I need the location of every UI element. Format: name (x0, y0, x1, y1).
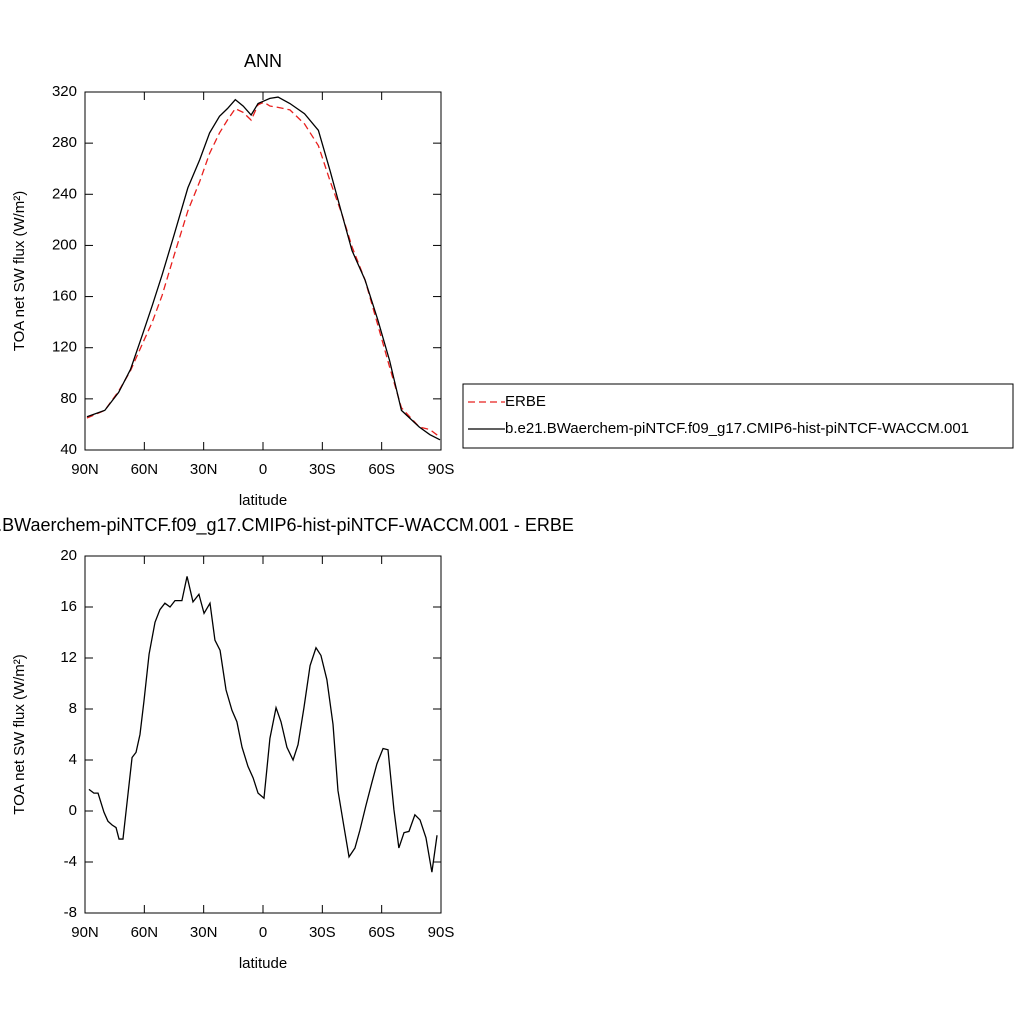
data-line (86, 101, 441, 438)
y-tick-label: 12 (60, 649, 77, 666)
chart-title: b.e21.BWaerchem-piNTCF.f09_g17.CMIP6-his… (0, 515, 574, 536)
x-tick-label: 0 (259, 461, 267, 478)
x-tick-label: 30N (190, 924, 218, 941)
y-tick-label: 4 (69, 751, 77, 768)
y-tick-label: 160 (52, 288, 77, 305)
x-tick-label: 30N (190, 461, 218, 478)
y-tick-label: 8 (69, 700, 77, 717)
legend-label: b.e21.BWaerchem-piNTCF.f09_g17.CMIP6-his… (505, 420, 969, 437)
y-tick-label: -4 (64, 853, 77, 870)
y-axis-label: TOA net SW flux (W/m²) (11, 654, 28, 815)
x-tick-label: 90S (428, 924, 455, 941)
y-tick-label: 240 (52, 185, 77, 202)
x-tick-label: 90S (428, 461, 455, 478)
x-tick-label: 0 (259, 924, 267, 941)
y-tick-label: 0 (69, 802, 77, 819)
x-tick-label: 30S (309, 924, 336, 941)
data-line (86, 96, 441, 441)
y-tick-label: 40 (60, 441, 77, 458)
y-tick-label: 120 (52, 339, 77, 356)
x-tick-label: 30S (309, 461, 336, 478)
plot-frame (84, 555, 442, 914)
legend-label: ERBE (505, 393, 546, 410)
y-tick-label: -8 (64, 904, 77, 921)
y-tick-label: 80 (60, 390, 77, 407)
y-tick-label: 20 (60, 547, 77, 564)
y-tick-label: 280 (52, 134, 77, 151)
legend-box (462, 383, 1014, 449)
y-axis-label: TOA net SW flux (W/m²) (11, 191, 28, 352)
chart-title: ANN (244, 51, 282, 71)
x-axis-label: latitude (239, 955, 287, 972)
x-tick-label: 60S (368, 924, 395, 941)
x-tick-label: 60N (131, 924, 159, 941)
y-tick-label: 200 (52, 236, 77, 253)
y-tick-label: 320 (52, 83, 77, 100)
x-tick-label: 60N (131, 461, 159, 478)
plot-frame (84, 91, 442, 451)
data-line (88, 576, 438, 873)
x-tick-label: 90N (71, 924, 99, 941)
x-axis-label: latitude (239, 492, 287, 509)
x-tick-label: 60S (368, 461, 395, 478)
x-tick-label: 90N (71, 461, 99, 478)
y-tick-label: 16 (60, 598, 77, 615)
